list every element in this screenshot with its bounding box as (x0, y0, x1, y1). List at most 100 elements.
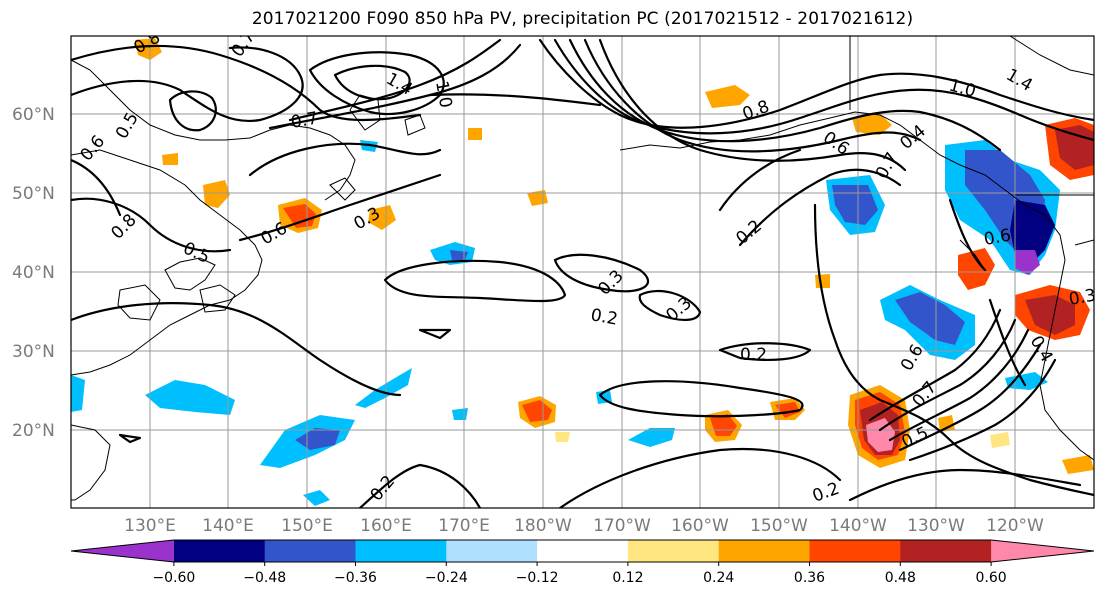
precip-blob (990, 432, 1010, 448)
pv-contour (898, 343, 1042, 452)
pv-contour (553, 38, 1094, 142)
lon-label: 140°E (202, 516, 254, 536)
precip-blob (628, 428, 675, 447)
precip-blob (705, 85, 750, 108)
pv-contour (908, 358, 1057, 462)
pv-contour (383, 259, 567, 303)
precip-blob (938, 415, 955, 432)
pv-contour (428, 93, 602, 107)
contour-label: 0.2 (740, 345, 767, 365)
colorbar: −0.60 −0.48 −0.36 −0.24 −0.12 0.12 0.24 0.36 0.4… (70, 539, 1095, 586)
colorbar-segment (446, 540, 538, 562)
pv-contour (358, 463, 482, 508)
coastlines (71, 36, 1094, 501)
lon-label: 130°W (907, 516, 965, 536)
graticule (71, 36, 1094, 508)
colorbar-tick-label: 0.24 (703, 570, 734, 586)
precip-blob (368, 205, 396, 230)
map-border (70, 35, 1095, 509)
precip-blob (555, 432, 570, 442)
pv-contour (418, 328, 452, 340)
precip-blob (355, 368, 412, 408)
colorbar-segment (809, 540, 901, 562)
pv-contour (718, 342, 812, 362)
lon-label: 160°W (671, 516, 729, 536)
lat-label: 60°N (12, 105, 55, 125)
pv-contour (168, 90, 217, 132)
colorbar-tick-label: −0.36 (334, 570, 377, 586)
pv-contour (118, 433, 142, 444)
pv-contour (598, 38, 907, 172)
pv-contour (71, 302, 402, 397)
colorbar-segment (173, 540, 266, 562)
precip-blob (162, 153, 178, 165)
precip-blob (71, 375, 85, 412)
pv-contour (71, 46, 304, 123)
pv-contour (558, 447, 842, 508)
precip-blob (1015, 250, 1040, 275)
precip-blob (1025, 295, 1075, 335)
pv-contour (878, 318, 1017, 432)
lon-label: 120°W (986, 516, 1044, 536)
contour-label: 0.6 (982, 226, 1012, 250)
pv-contour (238, 173, 442, 242)
contour-label: 0.7 (289, 109, 319, 133)
colorbar-segment (900, 540, 992, 562)
colorbar-tick-label: −0.48 (243, 570, 286, 586)
pv-contour (948, 198, 987, 272)
precip-blob (832, 185, 878, 225)
colorbar-segment (718, 540, 811, 562)
colorbar-segment (71, 540, 174, 562)
lon-label: 160°E (360, 516, 412, 536)
pv-contour (71, 44, 422, 122)
precip-blob (452, 408, 468, 420)
colorbar-tick-label: 0.12 (612, 570, 643, 586)
pv-contour (288, 38, 502, 122)
precip-blob (283, 204, 316, 228)
pv-contour (248, 142, 442, 177)
pv-contour (888, 328, 1030, 442)
colorbar-segment (355, 540, 447, 562)
pv-contour (868, 308, 1002, 422)
lon-label: 170°E (438, 516, 490, 536)
pv-contour (848, 468, 1082, 502)
lon-label: 170°W (593, 516, 651, 536)
pv-contour (718, 148, 802, 212)
pv-contour (988, 298, 1027, 387)
precip-blob (775, 402, 800, 418)
pv-contour (553, 253, 649, 293)
contour-label: 1.0 (431, 79, 455, 109)
colorbar-segment (264, 540, 356, 562)
pv-contour (583, 38, 922, 153)
colorbar-segment (537, 540, 629, 562)
pv-contours (71, 38, 1094, 508)
precip-blob (895, 292, 965, 345)
lon-label: 180°W (514, 516, 572, 536)
precip-blob (522, 400, 552, 422)
precip-blob (1010, 200, 1055, 265)
contour-label: 0.2 (589, 305, 619, 329)
pv-contour (638, 290, 702, 321)
lat-label: 30°N (12, 342, 55, 362)
lat-label: 50°N (12, 184, 55, 204)
lon-label: 130°E (124, 516, 176, 536)
precip-blob (145, 380, 235, 415)
pv-contour (813, 203, 1094, 497)
latitude-labels: 60°N 50°N 40°N 30°N 20°N (12, 105, 55, 441)
lon-label: 140°W (829, 516, 887, 536)
precip-blob (815, 274, 830, 288)
pv-contour (598, 380, 804, 418)
pv-contour (71, 158, 122, 217)
lon-label: 150°E (281, 516, 333, 536)
precip-blob (866, 418, 895, 452)
lat-label: 40°N (12, 263, 55, 283)
precip-blob (360, 140, 378, 152)
pv-contour (538, 38, 1094, 129)
precip-blob (468, 128, 482, 140)
longitude-labels: 130°E 140°E 150°E 160°E 170°E 180°W 170°… (124, 516, 1044, 536)
pv-contour (568, 38, 1002, 152)
precip-blob (852, 112, 892, 135)
contour-label: 0.3 (1067, 286, 1097, 310)
pv-contour (738, 168, 902, 247)
